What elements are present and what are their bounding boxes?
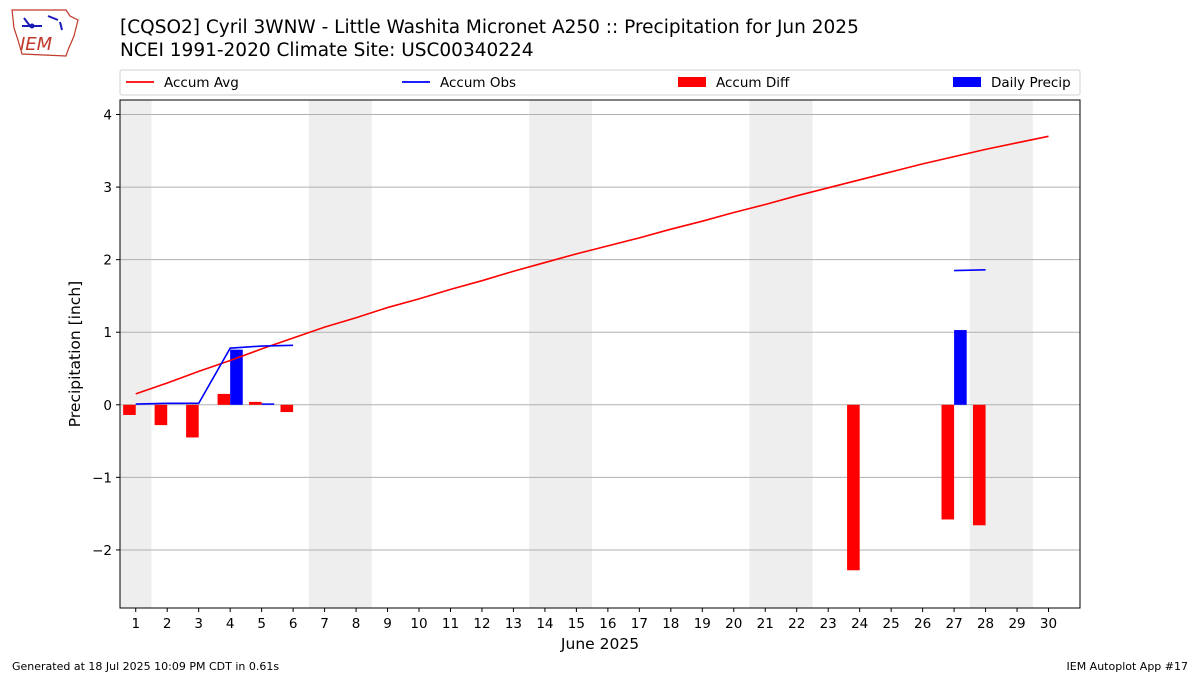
daily-precip-bar — [954, 330, 967, 405]
daily-precip-bar — [230, 349, 243, 405]
weekend-band — [969, 100, 1033, 608]
x-tick-label: 22 — [788, 616, 805, 632]
y-tick-label: 2 — [103, 253, 112, 269]
x-tick-label: 11 — [442, 616, 459, 632]
x-tick-label: 19 — [694, 616, 711, 632]
weekend-band — [749, 100, 813, 608]
legend-label: Accum Obs — [440, 75, 516, 91]
accum-diff-bar — [154, 404, 168, 426]
x-tick-label: 5 — [257, 616, 266, 632]
legend: Accum Avg Accum Obs Accum Diff Daily Precip — [119, 69, 1081, 96]
accum-diff-bar — [123, 404, 136, 415]
legend-label: Accum Avg — [164, 75, 239, 91]
weekend-band — [529, 100, 593, 608]
legend-label: Daily Precip — [991, 75, 1071, 91]
x-tick-label: 18 — [662, 616, 679, 632]
x-axis-ticks: 1 2 3 4 5 6 7 8 9 10 11 12 13 14 15 16 17 18 19 20 21 22 23 24 2… — [131, 608, 1057, 632]
y-tick-label: 4 — [103, 108, 112, 124]
chart-title: [CQSO2] Cyril 3WNW - Little Washita Micr… — [120, 17, 859, 38]
x-tick-label: 25 — [883, 616, 900, 632]
accum-diff-bar — [847, 404, 860, 571]
accum-diff-bar — [186, 404, 199, 438]
y-tick-label: 1 — [103, 325, 112, 341]
x-tick-label: 7 — [320, 616, 329, 632]
legend-box — [119, 69, 1081, 96]
x-tick-label: 16 — [599, 616, 616, 632]
weekend-band — [120, 100, 152, 608]
x-tick-label: 13 — [505, 616, 522, 632]
x-tick-label: 23 — [820, 616, 837, 632]
x-tick-label: 1 — [131, 616, 140, 632]
y-tick-label: −2 — [92, 543, 112, 559]
plot-frame — [119, 99, 1081, 609]
series-lines — [135, 135, 1049, 405]
x-tick-label: 3 — [194, 616, 203, 632]
x-tick-label: 14 — [536, 616, 553, 632]
x-tick-label: 29 — [1008, 616, 1025, 632]
y-axis-label: Precipitation [inch] — [66, 281, 84, 427]
logo-text: IEM — [20, 34, 53, 55]
iem-logo: IEM — [11, 9, 79, 57]
accum-diff-bar — [217, 393, 231, 405]
legend-swatch-bar — [953, 77, 981, 87]
accum-obs-line — [954, 269, 986, 272]
app-credit: IEM Autoplot App #17 — [1066, 660, 1189, 673]
x-tick-label: 27 — [946, 616, 963, 632]
accum-diff-bar — [249, 401, 262, 405]
x-tick-label: 12 — [473, 616, 490, 632]
gridlines — [120, 114, 1080, 551]
x-axis-label: June 2025 — [560, 635, 639, 653]
x-tick-label: 20 — [725, 616, 742, 632]
x-tick-label: 26 — [914, 616, 931, 632]
x-tick-label: 8 — [352, 616, 361, 632]
daily-precip-bar — [261, 403, 275, 405]
x-tick-label: 10 — [410, 616, 427, 632]
chart-subtitle: NCEI 1991-2020 Climate Site: USC00340224 — [120, 40, 534, 61]
accum-diff-bar — [972, 404, 986, 526]
y-tick-label: 0 — [103, 398, 112, 414]
y-axis-ticks: 4 3 2 1 0 −1 −2 — [92, 108, 120, 559]
y-tick-label: −1 — [92, 470, 112, 486]
bars — [123, 330, 986, 571]
legend-swatch-bar — [678, 77, 706, 87]
x-tick-label: 28 — [977, 616, 994, 632]
x-tick-label: 15 — [568, 616, 585, 632]
x-tick-label: 30 — [1040, 616, 1057, 632]
accum-avg-line — [135, 135, 1049, 395]
x-tick-label: 9 — [383, 616, 392, 632]
x-tick-label: 2 — [163, 616, 172, 632]
accum-diff-bar — [941, 404, 955, 520]
x-tick-label: 6 — [289, 616, 298, 632]
accum-diff-bar — [280, 404, 294, 413]
x-tick-label: 21 — [757, 616, 774, 632]
y-tick-label: 3 — [103, 180, 112, 196]
weekend-band — [308, 100, 372, 608]
x-tick-label: 4 — [226, 616, 235, 632]
legend-label: Accum Diff — [716, 75, 790, 91]
weekend-bands — [120, 100, 1033, 608]
accum-obs-line — [135, 344, 294, 405]
generated-timestamp: Generated at 18 Jul 2025 10:09 PM CDT in… — [12, 660, 280, 673]
x-tick-label: 17 — [631, 616, 648, 632]
x-tick-label: 24 — [851, 616, 868, 632]
